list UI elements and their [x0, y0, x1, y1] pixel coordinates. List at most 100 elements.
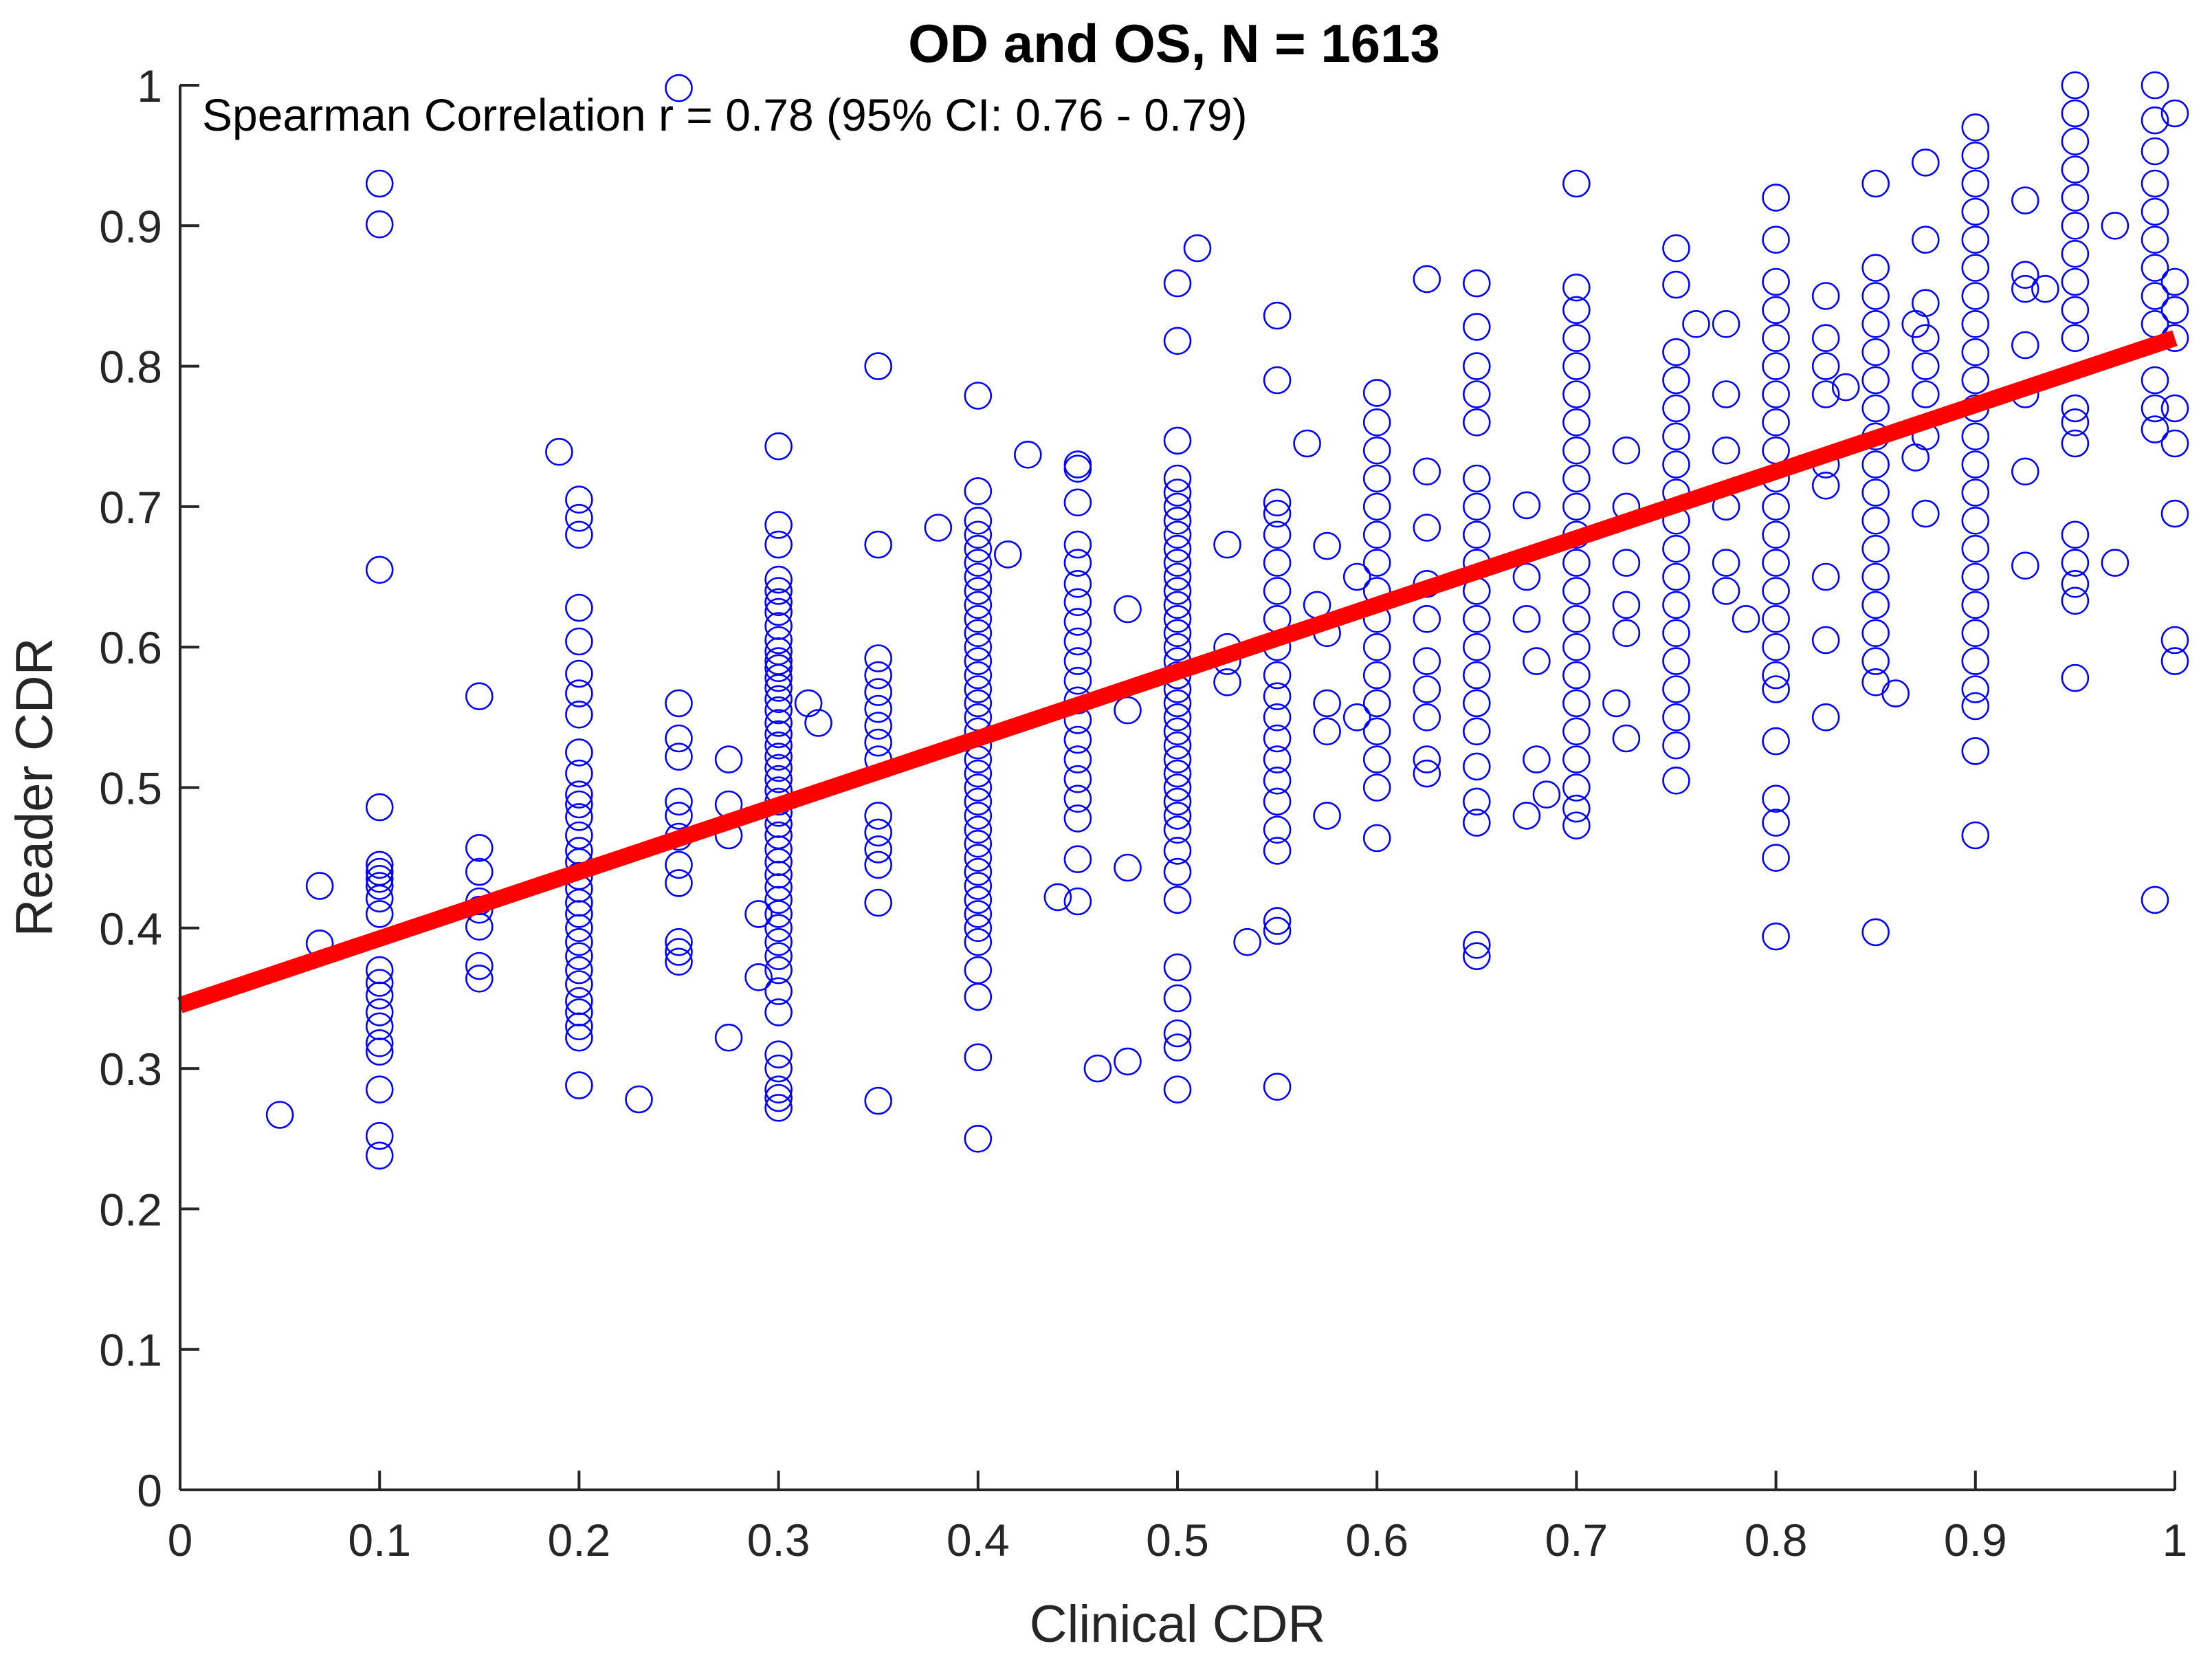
data-point: [665, 743, 693, 771]
data-point: [565, 738, 593, 767]
data-point: [1762, 604, 1790, 633]
data-point: [1861, 562, 1890, 591]
data-point: [2061, 239, 2090, 268]
data-point: [565, 627, 593, 656]
data-point: [1523, 647, 1551, 675]
data-point: [964, 647, 993, 675]
data-point: [1362, 379, 1391, 407]
data-point: [2160, 647, 2189, 675]
data-point: [1114, 696, 1142, 725]
data-point: [1762, 675, 1790, 703]
data-point: [1263, 745, 1292, 773]
data-point: [1263, 661, 1292, 690]
data-point: [864, 661, 892, 690]
data-point: [764, 720, 793, 749]
data-point: [764, 709, 793, 737]
data-point: [1861, 647, 1890, 675]
data-point: [1163, 689, 1192, 718]
data-point: [465, 912, 494, 941]
data-point: [1163, 759, 1192, 788]
data-point: [1662, 767, 1690, 795]
data-point: [1662, 338, 1690, 366]
fit-line: [177, 330, 2178, 1013]
x-tick-label: 1: [2163, 1515, 2188, 1565]
data-point: [665, 689, 693, 718]
data-point: [1263, 787, 1292, 816]
data-point: [1163, 953, 1192, 982]
data-point: [1163, 520, 1192, 549]
data-point: [764, 654, 793, 683]
data-point: [1263, 366, 1292, 395]
data-point: [665, 850, 693, 879]
data-point: [1562, 773, 1591, 802]
data-point: [1732, 604, 1760, 633]
data-point: [2061, 408, 2090, 437]
data-point: [964, 857, 993, 886]
data-point: [365, 169, 394, 198]
data-point: [365, 210, 394, 239]
data-point: [1762, 520, 1790, 549]
data-point: [964, 956, 993, 985]
data-point: [1063, 745, 1092, 773]
data-point: [565, 485, 593, 514]
data-point: [1163, 327, 1192, 355]
data-point: [1861, 282, 1890, 310]
data-point: [1313, 531, 1341, 560]
data-point: [565, 900, 593, 928]
y-axis-label: Reader CDR: [5, 637, 64, 936]
data-point: [1213, 530, 1241, 559]
data-point: [1163, 426, 1192, 455]
data-point: [1163, 506, 1192, 535]
data-point: [1362, 408, 1391, 437]
data-point: [1612, 549, 1641, 577]
data-point: [1762, 633, 1790, 661]
data-point: [2141, 282, 2169, 310]
data-point: [1712, 309, 1740, 338]
x-tick-label: 0: [168, 1515, 193, 1565]
data-point: [1413, 703, 1441, 732]
data-point: [1014, 440, 1042, 469]
data-point: [365, 872, 394, 900]
data-point: [764, 565, 793, 594]
data-point: [1163, 802, 1192, 830]
data-point: [1463, 313, 1491, 341]
data-point: [764, 1040, 793, 1068]
data-point: [1463, 604, 1491, 633]
data-point: [1263, 767, 1292, 795]
data-point: [1523, 745, 1551, 773]
data-point: [1263, 520, 1292, 549]
data-point: [1163, 703, 1192, 732]
data-point: [1532, 780, 1561, 809]
data-point: [1263, 916, 1292, 945]
data-point: [1163, 745, 1192, 773]
data-point: [565, 821, 593, 850]
data-point: [1762, 184, 1790, 212]
chart-title: OD and OS, N = 1613: [908, 13, 1440, 74]
data-point: [1362, 745, 1391, 773]
data-point: [1912, 149, 1940, 177]
data-point: [1861, 591, 1890, 619]
data-point: [2141, 226, 2169, 254]
data-point: [2061, 71, 2090, 100]
data-point: [764, 731, 793, 760]
data-point: [1362, 633, 1391, 661]
data-point: [465, 965, 494, 993]
data-point: [764, 696, 793, 725]
data-point: [2061, 569, 2090, 598]
data-point: [1811, 626, 1840, 655]
y-tick-label: 0: [137, 1465, 162, 1516]
data-point: [744, 963, 773, 991]
data-point: [1562, 273, 1591, 302]
data-point: [964, 689, 993, 718]
data-point: [1861, 619, 1890, 648]
data-point: [465, 952, 494, 980]
data-point: [1463, 464, 1491, 493]
data-point: [1562, 408, 1591, 437]
y-tick-label: 0.6: [99, 622, 162, 673]
data-point: [764, 977, 793, 1005]
data-point: [565, 659, 593, 688]
data-point: [1313, 802, 1341, 830]
data-point: [964, 886, 993, 914]
data-point: [365, 998, 394, 1026]
